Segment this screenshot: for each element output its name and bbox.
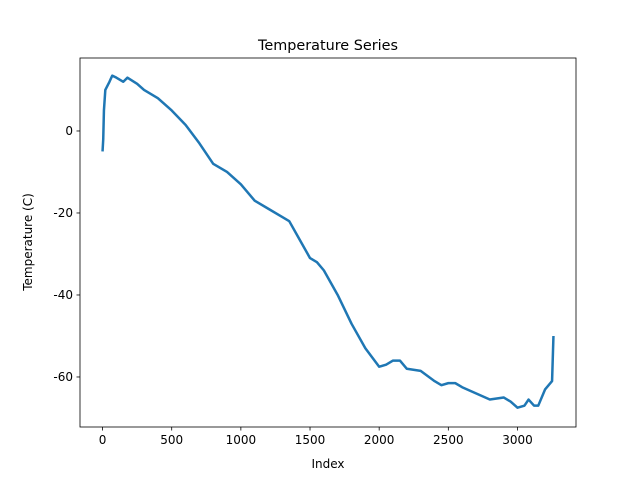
x-tick-label: 500 (160, 433, 183, 447)
x-tick-label: 0 (99, 433, 107, 447)
data-line (101, 74, 555, 409)
y-tick-label: -20 (53, 206, 73, 220)
y-tick-label: 0 (65, 124, 73, 138)
chart-title: Temperature Series (257, 38, 398, 54)
x-tick-label: 1000 (226, 433, 257, 447)
y-axis-label: Temperature (C) (21, 193, 35, 292)
x-tick-label: 3000 (502, 433, 533, 447)
x-tick-label: 1500 (295, 433, 326, 447)
y-tick-label: -60 (53, 370, 73, 384)
x-tick-label: 2500 (433, 433, 464, 447)
x-tick-label: 2000 (364, 433, 395, 447)
plot-frame (79, 57, 577, 428)
y-tick-label: -40 (53, 288, 73, 302)
x-axis-label: Index (311, 457, 344, 471)
